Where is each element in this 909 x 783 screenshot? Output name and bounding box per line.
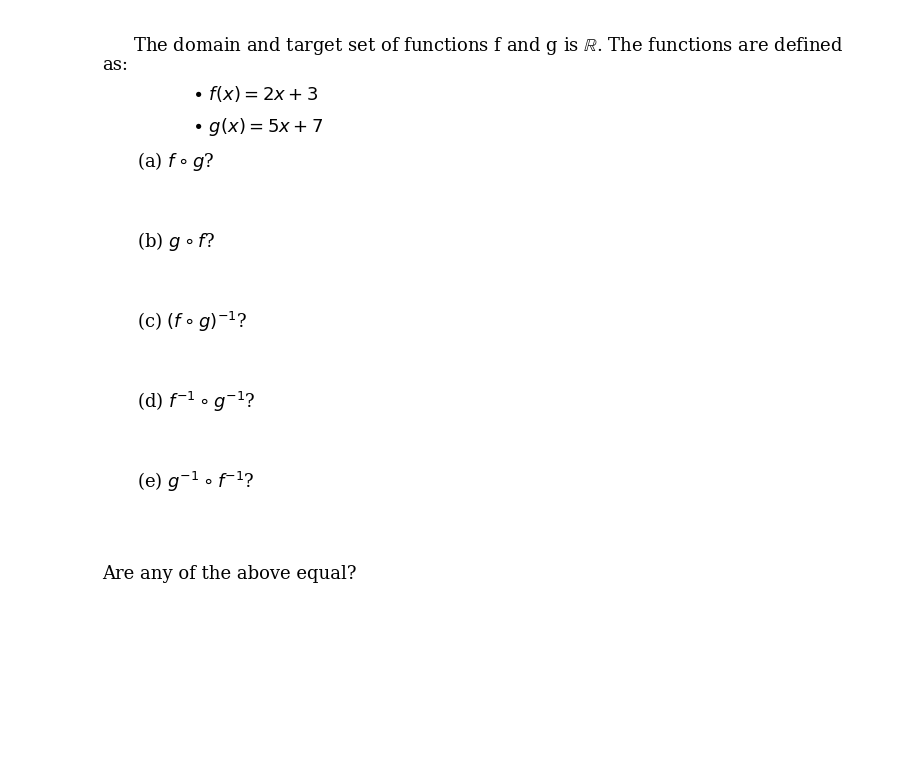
Text: Are any of the above equal?: Are any of the above equal? — [102, 565, 356, 583]
Text: (c) $(f \circ g)^{-1}$?: (c) $(f \circ g)^{-1}$? — [137, 310, 247, 334]
Text: (e) $g^{-1} \circ f^{-1}$?: (e) $g^{-1} \circ f^{-1}$? — [137, 470, 255, 494]
Text: $\bullet$ $g(x) = 5x + 7$: $\bullet$ $g(x) = 5x + 7$ — [192, 116, 324, 138]
Text: (b) $g \circ f$?: (b) $g \circ f$? — [137, 230, 215, 253]
Text: (a) $f \circ g$?: (a) $f \circ g$? — [137, 150, 215, 173]
Text: The domain and target set of functions f and g is $\mathbb{R}$. The functions ar: The domain and target set of functions f… — [134, 35, 844, 57]
Text: $\bullet$ $f(x) = 2x + 3$: $\bullet$ $f(x) = 2x + 3$ — [192, 84, 318, 104]
Text: (d) $f^{-1} \circ g^{-1}$?: (d) $f^{-1} \circ g^{-1}$? — [137, 390, 255, 414]
Text: as:: as: — [102, 56, 128, 74]
